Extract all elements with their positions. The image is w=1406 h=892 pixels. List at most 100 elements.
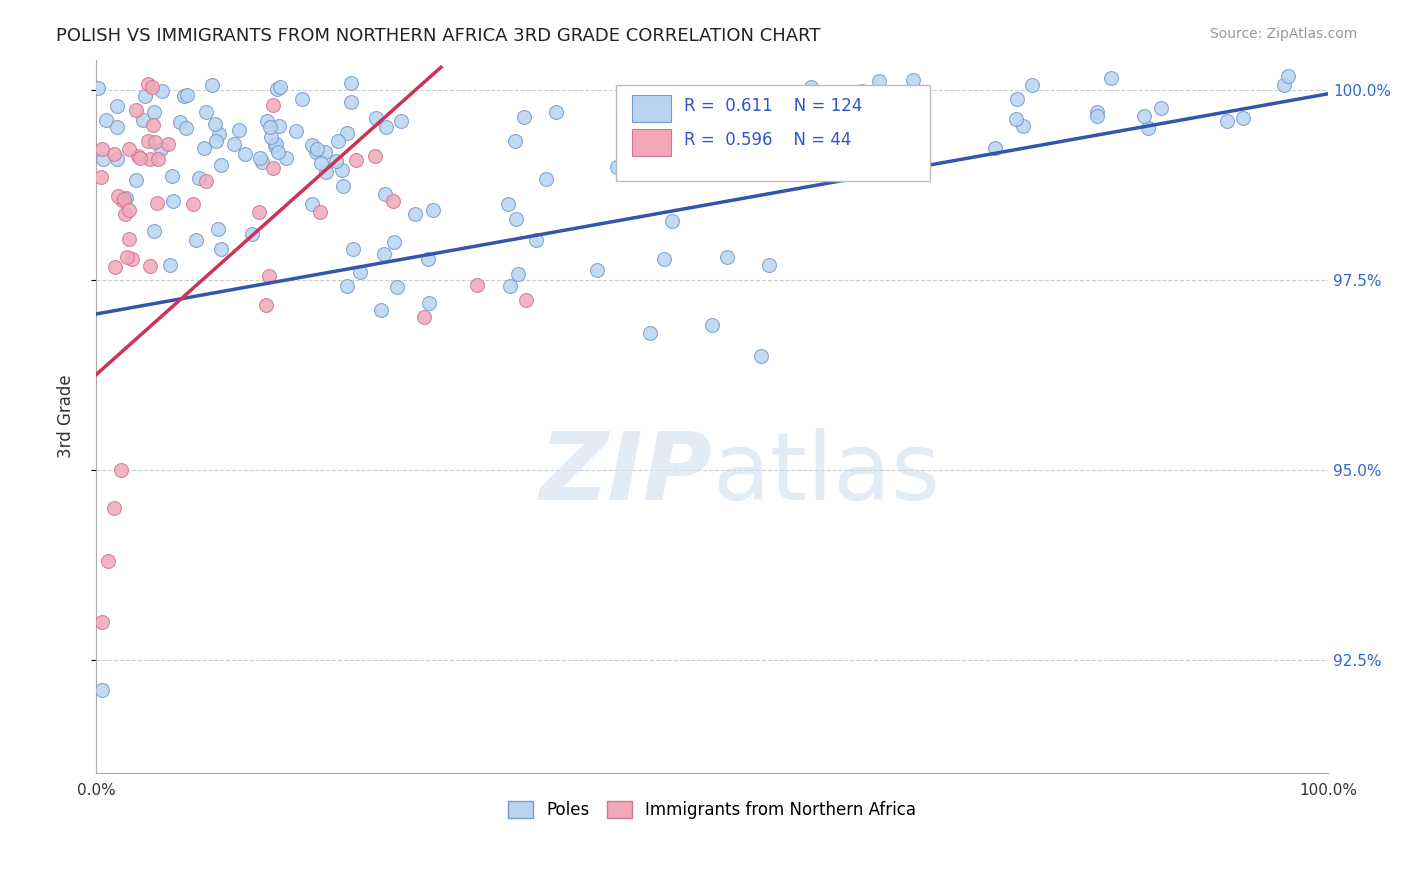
Point <box>146 152 169 166</box>
Point <box>536 171 558 186</box>
Point <box>249 151 271 165</box>
Point <box>661 214 683 228</box>
Point <box>758 258 780 272</box>
Point <box>901 73 924 87</box>
Point <box>716 250 738 264</box>
Point <box>262 98 284 112</box>
Point <box>1085 105 1108 120</box>
Point <box>631 154 654 169</box>
Point <box>139 152 162 166</box>
Point <box>1085 109 1108 123</box>
Point <box>314 145 336 159</box>
Point <box>173 89 195 103</box>
Point <box>825 132 848 146</box>
Point <box>799 80 821 95</box>
Point <box>194 174 217 188</box>
Point <box>332 179 354 194</box>
Point <box>416 252 439 266</box>
Point <box>846 119 869 133</box>
Point <box>499 278 522 293</box>
Point <box>315 165 337 179</box>
Point <box>422 202 444 217</box>
Point <box>228 122 250 136</box>
Point <box>146 196 169 211</box>
Point <box>465 277 488 292</box>
Point <box>103 500 125 515</box>
Point <box>118 142 141 156</box>
Point <box>156 136 179 151</box>
Point <box>115 250 138 264</box>
Point <box>652 252 675 266</box>
Point <box>1021 78 1043 92</box>
Point <box>868 73 890 87</box>
Point <box>149 142 172 156</box>
Point <box>176 87 198 102</box>
Point <box>1150 101 1173 115</box>
Point <box>259 120 281 134</box>
Text: Source: ZipAtlas.com: Source: ZipAtlas.com <box>1209 27 1357 41</box>
Point <box>364 149 387 163</box>
FancyBboxPatch shape <box>616 85 931 181</box>
Point <box>193 141 215 155</box>
Point <box>136 134 159 148</box>
Y-axis label: 3rd Grade: 3rd Grade <box>58 375 75 458</box>
Point <box>374 120 396 135</box>
Point <box>349 265 371 279</box>
Point <box>751 349 773 363</box>
Point <box>257 269 280 284</box>
Point <box>269 119 291 133</box>
Point <box>326 134 349 148</box>
Point <box>207 222 229 236</box>
Point <box>224 136 246 151</box>
Point <box>143 105 166 120</box>
Point <box>301 196 323 211</box>
Point <box>336 126 359 140</box>
Point <box>1133 109 1156 123</box>
Point <box>307 142 329 156</box>
Point <box>141 79 163 94</box>
Point <box>389 113 412 128</box>
Point <box>205 134 228 148</box>
Point <box>330 163 353 178</box>
Point <box>211 158 233 172</box>
Point <box>374 187 396 202</box>
Point <box>851 84 873 98</box>
Point <box>121 252 143 267</box>
Point <box>866 89 889 103</box>
Point <box>134 89 156 103</box>
Point <box>264 139 287 153</box>
Point <box>103 146 125 161</box>
Point <box>344 153 367 167</box>
Point <box>142 224 165 238</box>
Point <box>1099 71 1122 86</box>
Point <box>984 140 1007 154</box>
Point <box>204 117 226 131</box>
Point <box>110 463 132 477</box>
Point <box>233 147 256 161</box>
Point <box>176 120 198 135</box>
Point <box>418 295 440 310</box>
Point <box>301 137 323 152</box>
Point <box>125 103 148 118</box>
Text: atlas: atlas <box>711 427 941 520</box>
Point <box>160 169 183 183</box>
Legend: Poles, Immigrants from Northern Africa: Poles, Immigrants from Northern Africa <box>502 794 922 826</box>
Point <box>342 243 364 257</box>
Bar <box>631 128 672 156</box>
Point <box>496 197 519 211</box>
Point <box>107 153 129 167</box>
Point <box>105 120 128 134</box>
Bar <box>631 95 672 121</box>
Point <box>413 310 436 324</box>
Point <box>112 192 135 206</box>
Point <box>96 112 118 127</box>
Point <box>370 303 392 318</box>
Point <box>381 194 404 209</box>
Point <box>897 116 920 130</box>
Point <box>269 80 291 95</box>
Point <box>606 161 628 175</box>
Point <box>1136 121 1159 136</box>
Text: ZIP: ZIP <box>540 427 711 520</box>
Point <box>783 99 806 113</box>
Point <box>267 145 290 160</box>
